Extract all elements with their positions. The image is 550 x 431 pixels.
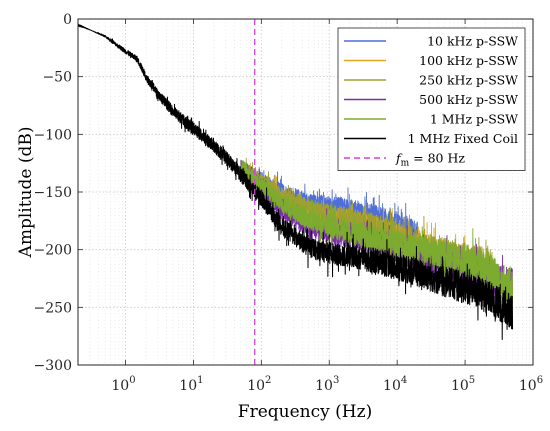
x-tick-label: 104: [383, 375, 407, 394]
legend-label: 250 kHz p-SSW: [419, 73, 518, 88]
x-tick-label: 101: [179, 375, 203, 394]
y-tick-label: −50: [42, 70, 72, 86]
y-tick-label: −200: [34, 243, 72, 259]
legend-label: 500 kHz p-SSW: [419, 92, 518, 107]
series-layer: [77, 23, 514, 340]
legend-label: 1 MHz Fixed Coil: [408, 131, 518, 146]
y-tick-label: 0: [63, 12, 72, 28]
y-tick-label: −250: [34, 300, 72, 316]
x-tick-labels: 100 101 102 103 104 105 106: [111, 375, 543, 394]
legend-label: 10 kHz p-SSW: [427, 34, 518, 49]
y-axis-title: Amplitude (dB): [16, 127, 36, 259]
y-tick-label: −300: [34, 358, 72, 374]
legend-label-marker: fm = 80 Hz: [395, 151, 465, 169]
axis-ticks: [78, 18, 534, 366]
legend-label: 1 MHz p-SSW: [430, 112, 518, 127]
x-tick-label: 106: [519, 375, 543, 394]
x-tick-label: 103: [315, 375, 339, 394]
x-tick-label: 100: [111, 375, 135, 394]
y-tick-label: −100: [34, 127, 72, 143]
x-axis-title: Frequency (Hz): [238, 402, 372, 422]
series-line-6: [77, 23, 514, 340]
x-tick-label: 105: [451, 375, 475, 394]
y-tick-labels: 0 −50 −100 −150 −200 −250 −300: [34, 12, 72, 374]
x-tick-label: 102: [247, 375, 271, 394]
y-tick-label: −150: [34, 185, 72, 201]
legend: 10 kHz p-SSW 100 kHz p-SSW 250 kHz p-SSW 50…: [337, 27, 526, 171]
legend-label: 100 kHz p-SSW: [419, 53, 518, 68]
